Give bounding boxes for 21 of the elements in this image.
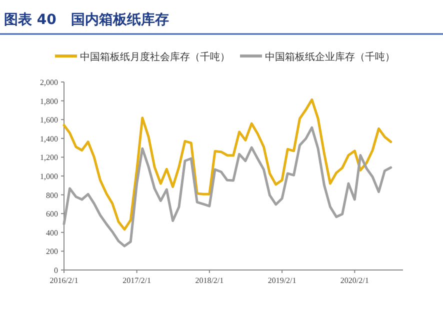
y-tick-label: 1,800 bbox=[40, 96, 58, 106]
chart-title: 图表 40 国内箱板纸库存 bbox=[4, 11, 169, 28]
y-tick-label: 200 bbox=[46, 247, 58, 256]
x-tick-label: 2018/2/1 bbox=[195, 276, 224, 285]
y-tick-label: 1,400 bbox=[40, 134, 58, 144]
line-series bbox=[62, 98, 392, 231]
y-tick-label: 600 bbox=[46, 210, 58, 219]
y-tick-label: 0 bbox=[54, 266, 58, 275]
y-tick-label: 2,000 bbox=[40, 78, 58, 87]
x-tick-label: 2017/2/1 bbox=[122, 276, 152, 285]
y-tick-label: 1,000 bbox=[40, 172, 58, 181]
legend-label: 中国箱板纸企业库存（千吨） bbox=[265, 51, 395, 63]
y-tick-label: 800 bbox=[46, 190, 58, 200]
y-tick-label: 1,200 bbox=[40, 153, 58, 162]
x-tick-label: 2016/2/1 bbox=[50, 276, 78, 285]
y-tick-label: 400 bbox=[46, 228, 58, 238]
y-tick-label: 1,600 bbox=[40, 116, 58, 125]
line-series bbox=[62, 126, 392, 248]
x-tick-label: 2019/2/1 bbox=[268, 276, 296, 285]
legend-label: 中国箱板纸月度社会库存（千吨） bbox=[80, 51, 230, 63]
x-tick-label: 2020/2/1 bbox=[340, 276, 369, 285]
